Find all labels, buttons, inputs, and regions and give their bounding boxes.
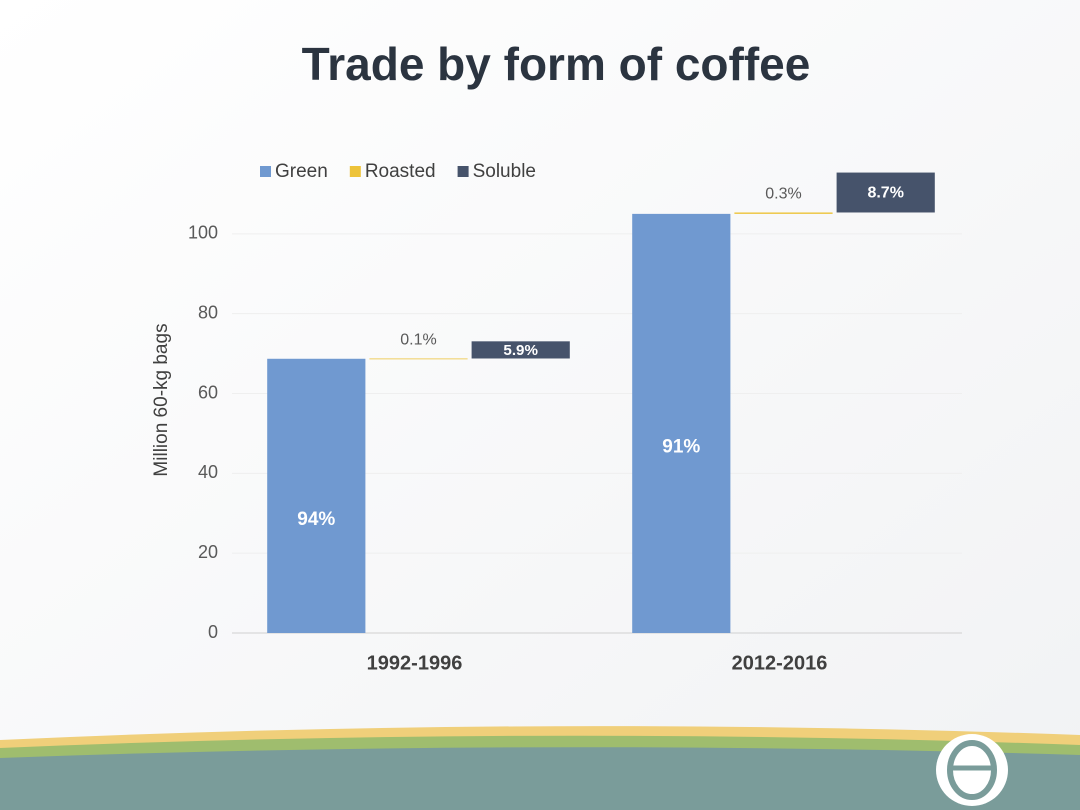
bar bbox=[267, 358, 366, 633]
value-label: 8.7% bbox=[867, 185, 903, 202]
y-tick-label: 20 bbox=[198, 542, 218, 562]
value-label: 91% bbox=[662, 436, 700, 457]
legend-swatch bbox=[349, 166, 361, 177]
legend-swatch bbox=[260, 166, 271, 177]
y-tick-label: 0 bbox=[208, 622, 218, 642]
value-label: 94% bbox=[297, 509, 335, 530]
y-tick-label: 40 bbox=[198, 462, 218, 482]
bar bbox=[836, 172, 935, 213]
legend-label: Soluble bbox=[473, 161, 536, 182]
value-label: 5.9% bbox=[503, 342, 538, 359]
legend-swatch bbox=[457, 166, 469, 177]
value-label: 0.1% bbox=[400, 332, 436, 349]
chart-title: Trade by form of coffee bbox=[302, 38, 811, 90]
footer-decoration bbox=[0, 726, 1080, 810]
bar bbox=[471, 341, 570, 359]
y-axis-label: Million 60-kg bags bbox=[151, 323, 172, 476]
y-tick-label: 60 bbox=[198, 382, 218, 402]
y-tick-label: 80 bbox=[198, 302, 218, 322]
x-tick-label: 1992-1996 bbox=[367, 652, 463, 674]
legend-label: Roasted bbox=[365, 161, 436, 182]
bar bbox=[734, 212, 833, 214]
bar bbox=[369, 358, 468, 360]
bar bbox=[632, 213, 731, 633]
value-label: 0.3% bbox=[765, 186, 801, 203]
legend-label: Green bbox=[275, 161, 328, 182]
y-tick-label: 100 bbox=[188, 223, 218, 243]
x-tick-label: 2012-2016 bbox=[732, 652, 828, 674]
